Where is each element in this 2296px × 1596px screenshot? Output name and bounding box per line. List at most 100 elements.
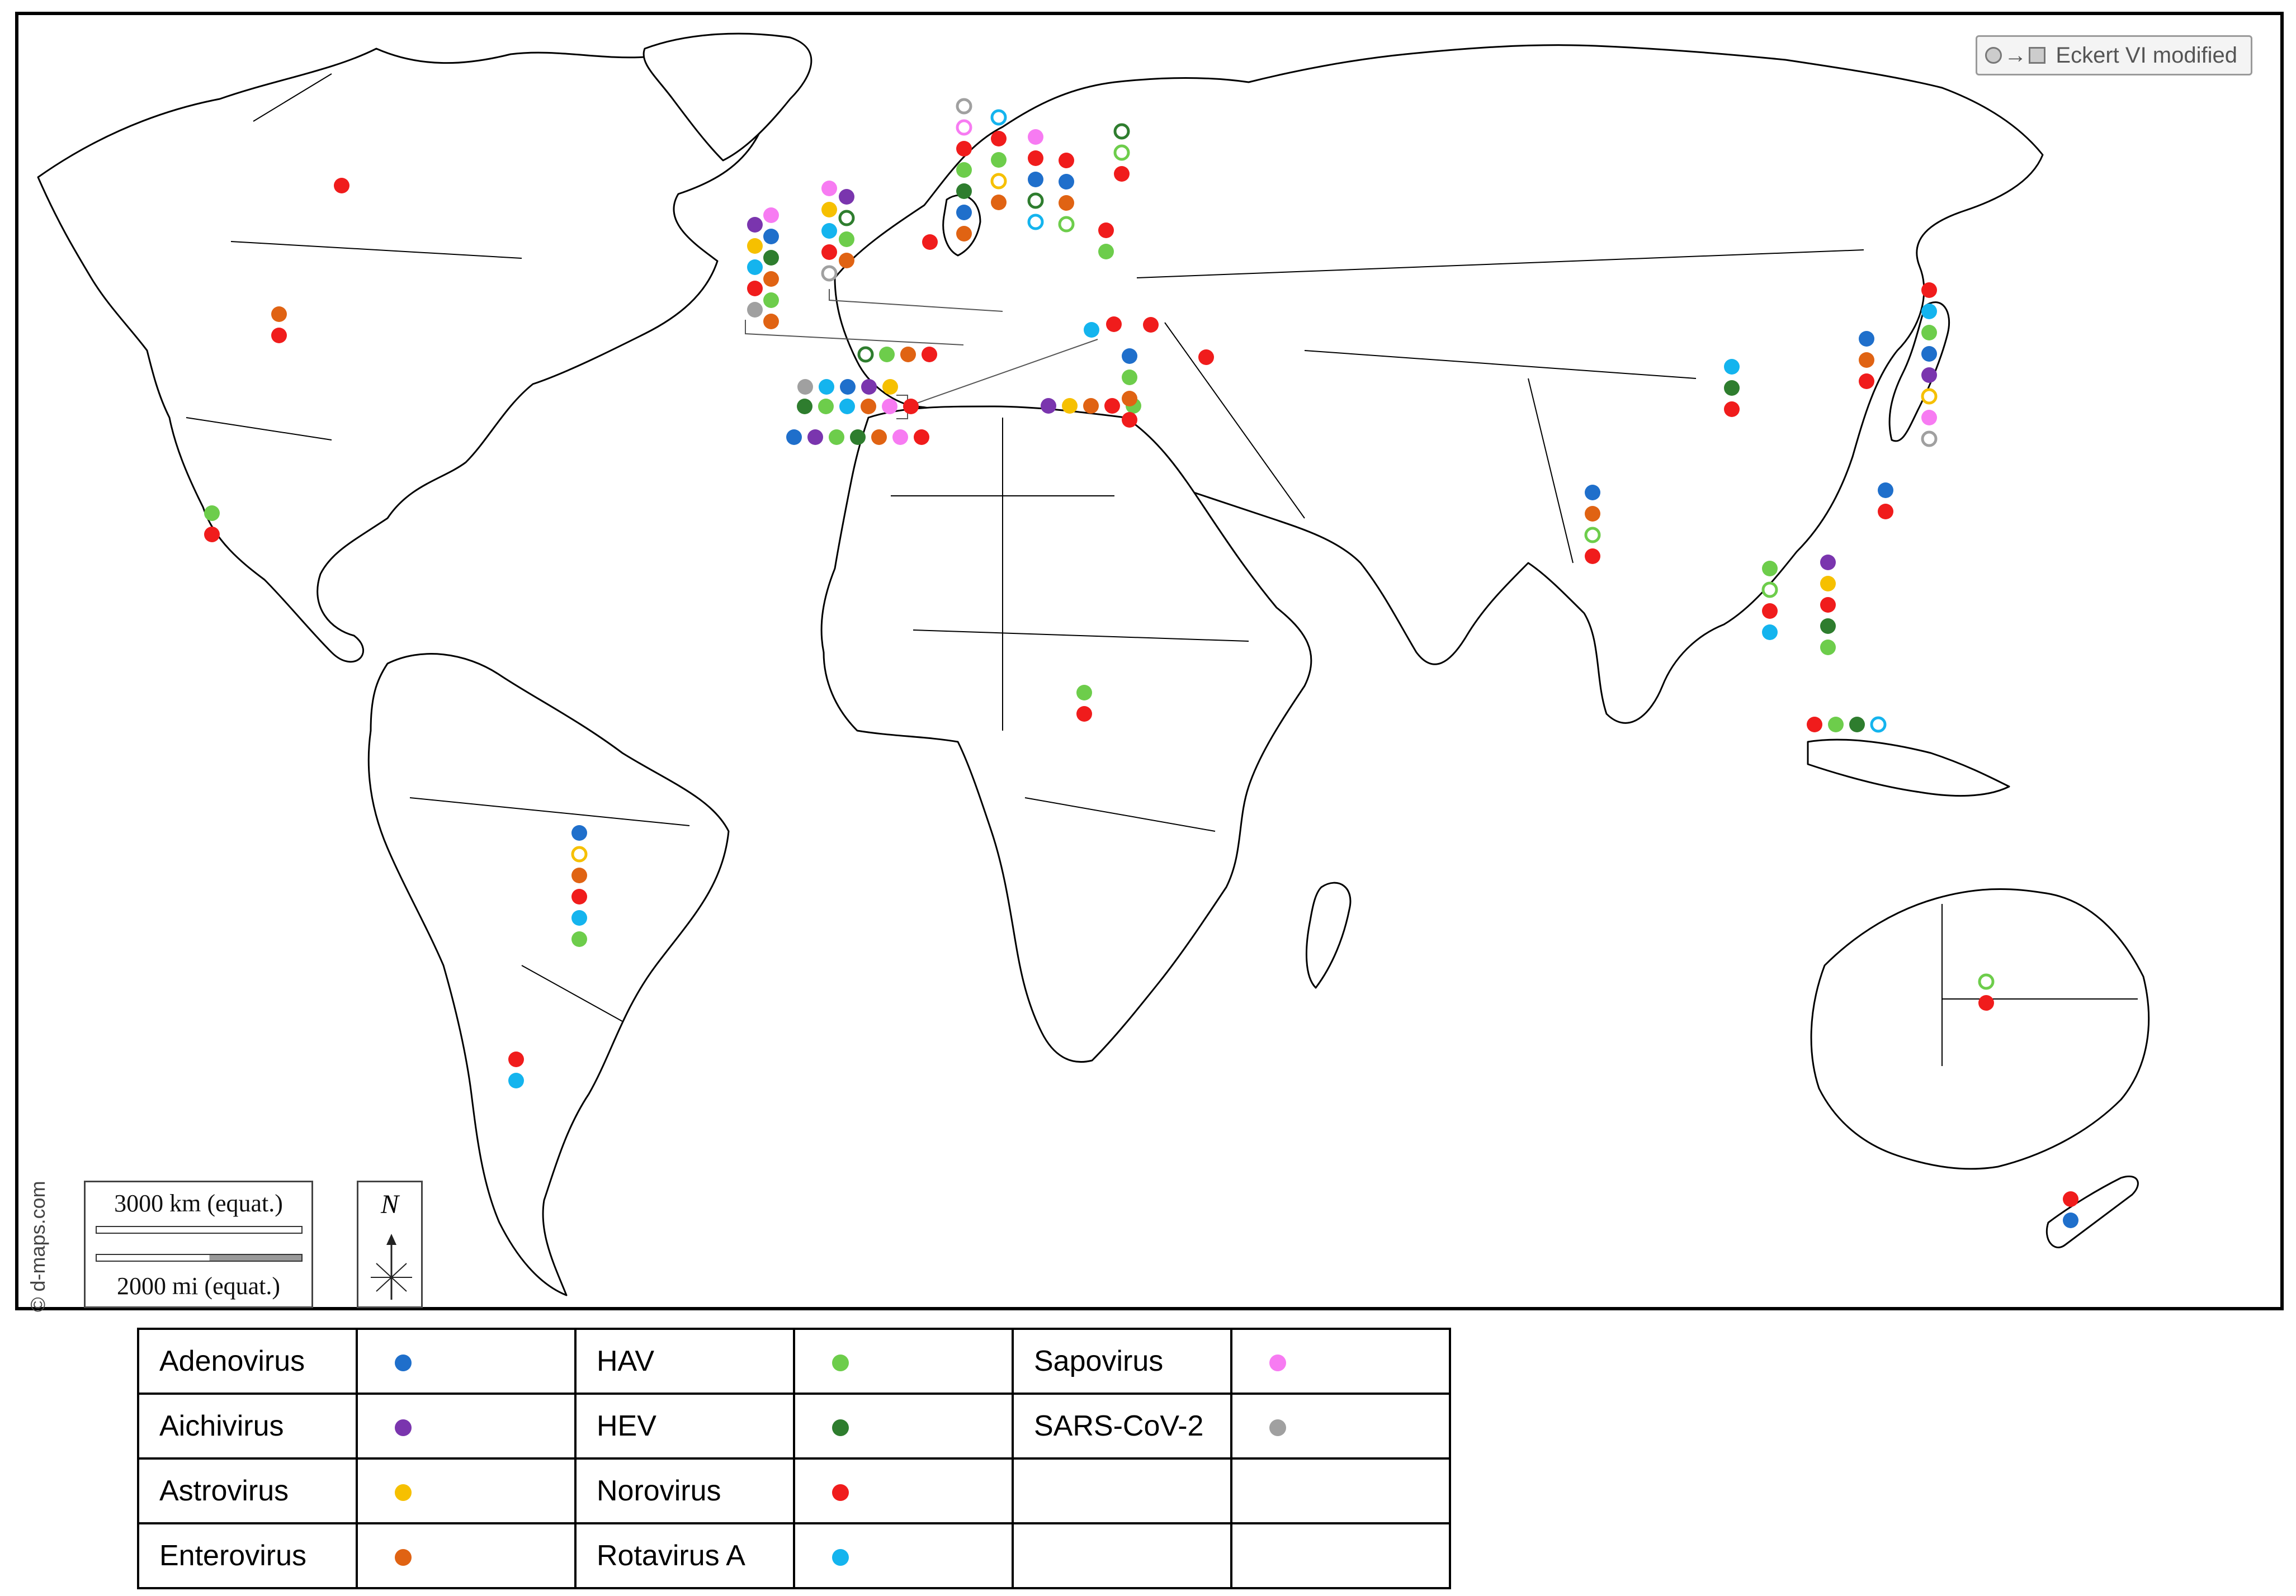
virus-marker xyxy=(1820,618,1836,634)
alaska-border xyxy=(253,73,332,122)
virus-marker xyxy=(821,181,837,196)
legend-label: Adenovirus xyxy=(137,1328,358,1395)
legend-label xyxy=(1012,1457,1232,1524)
site-marker-group xyxy=(990,109,1007,210)
legend-swatch-cell xyxy=(1230,1457,1451,1524)
legend-dot-icon xyxy=(395,1549,412,1566)
site-marker-group xyxy=(821,181,838,282)
site-marker-group xyxy=(1143,317,1159,333)
legend-swatch-cell xyxy=(793,1522,1014,1589)
site-marker-group xyxy=(1041,398,1141,414)
south-america-border-1 xyxy=(409,797,690,826)
virus-marker xyxy=(839,253,854,268)
asia-border-2 xyxy=(1528,378,1574,563)
legend-swatch-cell xyxy=(356,1328,577,1395)
virus-marker xyxy=(956,226,972,241)
virus-marker xyxy=(786,429,802,445)
legend-swatch-cell xyxy=(356,1457,577,1524)
virus-marker xyxy=(2063,1213,2078,1228)
virus-marker xyxy=(1878,482,1893,498)
virus-marker xyxy=(1106,316,1122,332)
site-marker-group xyxy=(1921,282,1938,447)
virus-marker xyxy=(271,328,287,343)
madagascar-outline xyxy=(1305,882,1352,989)
virus-marker xyxy=(1849,717,1865,732)
virus-marker xyxy=(571,931,587,947)
site-marker-group xyxy=(1859,331,1874,389)
virus-marker xyxy=(838,210,855,226)
virus-marker xyxy=(747,302,763,318)
legend-swatch-cell xyxy=(793,1393,1014,1460)
legend-table: Adenovirus HAV Sapovirus Aichivirus HEV SARS-… xyxy=(137,1328,1451,1589)
site-marker-group xyxy=(1820,555,1836,655)
scale-bar-box: 3000 km (equat.) 2000 mi (equat.) xyxy=(84,1181,313,1308)
virus-marker xyxy=(571,910,587,926)
virus-marker xyxy=(850,429,866,445)
virus-marker xyxy=(1058,216,1075,233)
virus-marker xyxy=(1113,123,1130,140)
site-marker-group xyxy=(1584,485,1601,564)
virus-marker xyxy=(1820,576,1836,591)
virus-marker xyxy=(1921,325,1937,340)
virus-marker xyxy=(204,505,220,521)
legend-label: Norovirus xyxy=(574,1457,795,1524)
virus-marker xyxy=(747,217,763,233)
legend-dot-icon xyxy=(1269,1355,1286,1372)
virus-marker xyxy=(1113,144,1130,161)
scale-km-label: 3000 km (equat.) xyxy=(114,1190,283,1217)
legend-swatch-cell xyxy=(356,1522,577,1589)
site-marker-group xyxy=(1724,359,1740,417)
legend-dot-icon xyxy=(1269,1419,1286,1437)
virus-marker xyxy=(1059,195,1074,211)
virus-marker xyxy=(1921,304,1937,319)
virus-marker xyxy=(1978,995,1994,1011)
legend-swatch-cell xyxy=(356,1393,577,1460)
site-marker-group xyxy=(271,306,287,343)
asia-border-3 xyxy=(1164,322,1305,519)
virus-marker xyxy=(271,306,287,322)
virus-marker xyxy=(1921,388,1938,405)
virus-marker xyxy=(829,429,844,445)
country-borders xyxy=(186,73,2138,1066)
virus-marker xyxy=(956,98,972,115)
site-marker-group xyxy=(1198,349,1214,365)
virus-marker xyxy=(990,109,1007,126)
projection-badge: → Eckert VI modified xyxy=(1976,35,2252,75)
virus-marker xyxy=(1122,412,1137,428)
virus-marker xyxy=(571,846,588,863)
legend-label: HEV xyxy=(574,1393,795,1460)
virus-marker xyxy=(1585,506,1600,522)
greenland-outline xyxy=(642,32,812,162)
legend-dot-icon xyxy=(832,1355,849,1372)
north-america-outline xyxy=(37,48,763,663)
legend-dot-icon xyxy=(395,1355,412,1372)
virus-marker xyxy=(571,889,587,904)
legend-row: Adenovirus HAV Sapovirus xyxy=(137,1328,1451,1395)
legend-label: Enterovirus xyxy=(137,1522,358,1589)
us-canada-border xyxy=(230,241,522,259)
legend-label: Aichivirus xyxy=(137,1393,358,1460)
virus-marker xyxy=(991,152,1007,168)
virus-marker xyxy=(1059,174,1074,190)
virus-marker xyxy=(1762,561,1778,576)
legend-label: Astrovirus xyxy=(137,1457,358,1524)
virus-marker xyxy=(1098,222,1114,238)
virus-marker xyxy=(1820,597,1836,613)
virus-marker xyxy=(956,183,972,199)
site-marker-group xyxy=(1761,561,1778,640)
legend-dot-icon xyxy=(395,1419,412,1437)
virus-marker xyxy=(956,119,972,136)
australia-outline xyxy=(1810,888,2150,1170)
virus-marker xyxy=(1828,717,1844,732)
projection-symbol-icon: → xyxy=(1985,37,2046,74)
site-marker-group xyxy=(922,234,938,250)
site-marker-group xyxy=(204,505,220,542)
france-callout-bracket xyxy=(829,289,1003,312)
virus-marker xyxy=(747,259,763,275)
virus-marker xyxy=(1724,359,1740,375)
virus-marker xyxy=(763,229,779,244)
site-marker-group xyxy=(786,429,929,445)
legend-swatch-cell xyxy=(793,1328,1014,1395)
virus-marker xyxy=(840,379,856,395)
site-marker-group xyxy=(797,399,919,414)
